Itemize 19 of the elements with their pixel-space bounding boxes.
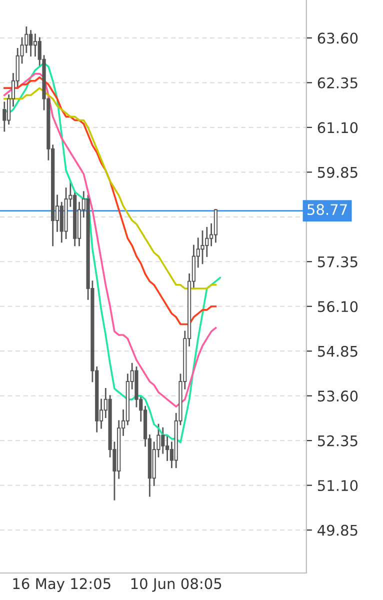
candlestick <box>165 434 170 461</box>
y-tick-label: 49.85 <box>318 524 358 536</box>
line-series <box>3 76 217 326</box>
candlestick <box>2 102 6 132</box>
y-tick-label: 56.10 <box>318 301 358 312</box>
y-tick-label: 63.60 <box>318 32 358 44</box>
candlestick <box>33 34 38 57</box>
y-tick-label: 51.10 <box>318 480 358 492</box>
x-tick-label: 10 Jun 08:05 <box>131 578 222 592</box>
y-tick-label: 62.35 <box>318 77 358 88</box>
y-tick-label: 57.35 <box>318 256 358 268</box>
ref-line-label: 58.77 <box>308 204 347 216</box>
y-tick-label: 54.85 <box>318 346 358 357</box>
y-tick-label: 59.85 <box>318 166 358 178</box>
y-tick-label: 52.35 <box>318 435 358 446</box>
y-tick-label: 53.60 <box>318 390 358 402</box>
y-tick-label: 61.10 <box>318 122 358 134</box>
x-tick-label: 16 May 12:05 <box>13 578 110 592</box>
candlestick <box>200 230 204 264</box>
